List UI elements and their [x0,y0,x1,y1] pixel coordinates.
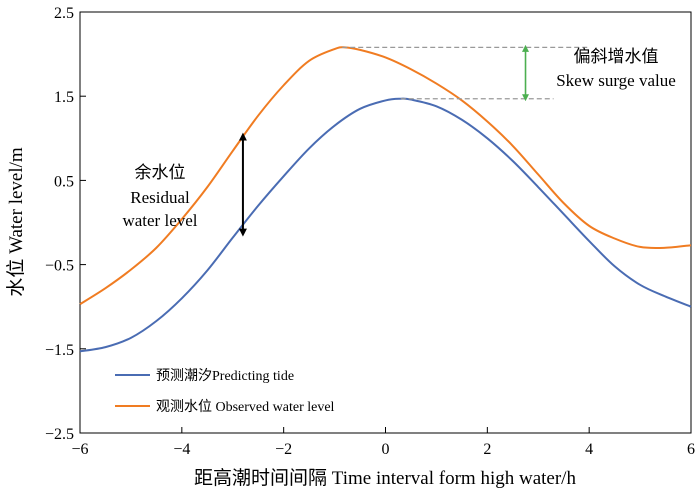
legend-label-observed-water-level: 观测水位 Observed water level [156,399,335,415]
x-axis-label: 距高潮时间间隔 Time interval form high water/h [194,467,576,489]
x-ticks: −6 −4 −2 0 2 4 6 [71,427,695,458]
residual-label-en-2: water level [122,211,197,230]
y-tick-label: 0.5 [54,173,74,190]
x-tick-label: 6 [687,441,695,458]
legend: 预测潮汐Predicting tide 观测水位 Observed water … [115,368,335,415]
y-tick-label: 2.5 [54,5,74,22]
legend-label-predicting-tide: 预测潮汐Predicting tide [156,368,294,384]
x-tick-label: −6 [71,441,88,458]
series-lines [79,46,692,353]
x-tick-label: 0 [382,441,390,458]
annotations [238,44,590,237]
y-tick-label: −2.5 [45,426,74,443]
x-tick-label: 4 [585,441,593,458]
y-axis-label: 水位 Water level/m [5,147,27,297]
y-ticks: −2.5 −1.5 −0.5 0.5 1.5 2.5 [45,5,86,443]
x-tick-label: −4 [173,441,190,458]
y-tick-label: −1.5 [45,342,74,359]
y-tick-label: −0.5 [45,258,74,275]
y-tick-label: 1.5 [54,89,74,106]
residual-label-en-1: Residual [130,188,190,207]
x-tick-label: −2 [275,441,292,458]
residual-label-cn: 余水位 [135,163,186,182]
skew-surge-label-cn: 偏斜增水值 [574,47,659,66]
series-line-observed-water-level [79,46,692,306]
x-tick-label: 2 [483,441,491,458]
series-line-predicting-tide [79,97,692,353]
skew-surge-label-en: Skew surge value [556,71,676,90]
